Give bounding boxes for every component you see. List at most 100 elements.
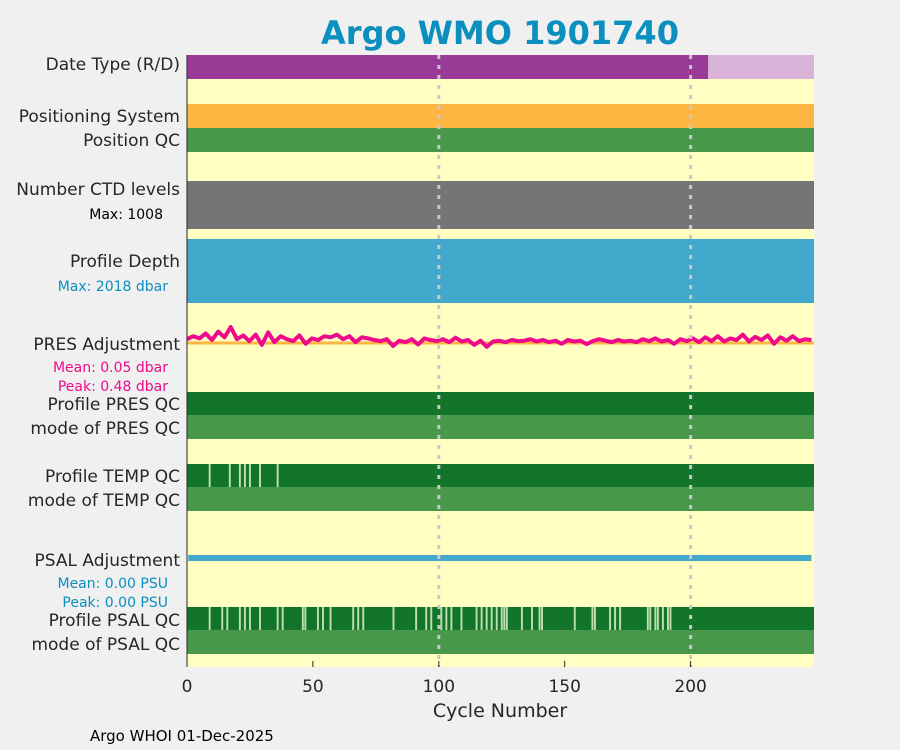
psal-qc-flag	[495, 607, 498, 630]
psal-qc-flag	[259, 607, 261, 630]
psal-qc-flag	[243, 607, 246, 630]
psal-qc-flag	[503, 607, 506, 630]
psal-qc-flag	[226, 607, 229, 630]
psal-qc-flag	[531, 607, 533, 630]
date-type-realtime-bar	[187, 55, 709, 79]
psal-qc-flag	[316, 607, 319, 630]
pres-qc-bar	[187, 392, 814, 415]
psal-qc-flag	[661, 607, 664, 630]
psal-qc-flag	[208, 607, 211, 630]
psal-qc-flag	[322, 607, 324, 630]
psal-qc-flag	[538, 607, 541, 630]
psal-qc-flag	[614, 607, 617, 630]
label-temp-mode: mode of TEMP QC	[28, 491, 180, 511]
ctd-levels-bar	[187, 181, 814, 229]
psal-peak-text: Peak: 0.00 PSU	[62, 595, 168, 611]
label-temp-qc: Profile TEMP QC	[45, 467, 180, 487]
psal-qc-flag	[490, 607, 493, 630]
label-pres-adjustment: PRES Adjustment	[33, 335, 180, 355]
x-tick-label: 200	[674, 677, 706, 697]
psal-mean-text: Mean: 0.00 PSU	[57, 576, 168, 592]
psal-qc-flag	[445, 607, 448, 630]
psal-qc-flag	[248, 607, 251, 630]
psal-qc-bar	[187, 607, 814, 630]
psal-qc-flag	[654, 607, 657, 630]
psal-qc-flag	[520, 607, 523, 630]
profile-depth-bar	[187, 239, 814, 303]
psal-qc-flag	[573, 607, 576, 630]
psal-qc-flag	[475, 607, 478, 630]
date-type-delayed-bar	[708, 55, 814, 79]
footer-text: Argo WHOI 01-Dec-2025	[90, 727, 274, 745]
label-psal-qc: Profile PSAL QC	[49, 611, 180, 631]
positioning-system-bar	[187, 104, 814, 128]
psal-qc-flag	[430, 607, 433, 630]
depth-max-text: Max: 2018 dbar	[58, 279, 169, 295]
psal-qc-flag	[357, 607, 360, 630]
psal-qc-flag	[485, 607, 488, 630]
psal-qc-flag	[656, 607, 659, 630]
psal-qc-flag	[541, 607, 544, 630]
chart-title: Argo WMO 1901740	[321, 14, 679, 52]
temp-qc-flag	[248, 464, 251, 487]
label-ctd-levels: Number CTD levels	[16, 180, 180, 200]
label-pres-qc: Profile PRES QC	[47, 395, 180, 415]
temp-qc-flag	[259, 464, 261, 487]
psal-qc-flag	[304, 607, 307, 630]
psal-qc-flag	[221, 607, 224, 630]
x-tick-label: 150	[548, 677, 580, 697]
psal-qc-flag	[301, 607, 304, 630]
psal-qc-flag	[329, 607, 332, 630]
position-qc-bar	[187, 128, 814, 152]
pres-mode-bar	[187, 415, 814, 439]
x-tick-label: 100	[423, 677, 455, 697]
psal-mode-bar	[187, 630, 814, 654]
temp-qc-flag	[238, 464, 241, 487]
psal-qc-flag	[619, 607, 622, 630]
x-tick-label: 0	[182, 677, 193, 697]
psal-qc-flag	[281, 607, 284, 630]
pres-adjustment-line	[186, 325, 812, 349]
psal-qc-flag	[593, 607, 596, 630]
temp-qc-flag	[208, 464, 211, 487]
ctd-max-text: Max: 1008	[89, 207, 163, 223]
psal-qc-flag	[460, 607, 463, 630]
psal-qc-flag	[392, 607, 395, 630]
psal-qc-flag	[591, 607, 594, 630]
psal-qc-flag	[352, 607, 355, 630]
psal-adjustment-line	[188, 555, 812, 561]
plot-background	[187, 55, 814, 667]
psal-qc-flag	[238, 607, 241, 630]
psal-qc-flag	[362, 607, 365, 630]
label-date-type: Date Type (R/D)	[46, 55, 180, 75]
temp-qc-bar	[187, 464, 814, 487]
psal-qc-flag	[276, 607, 279, 630]
psal-qc-flag	[649, 607, 652, 630]
psal-qc-flag	[415, 607, 418, 630]
psal-qc-flag	[505, 607, 508, 630]
x-axis-label: Cycle Number	[433, 700, 567, 722]
psal-qc-flag	[440, 607, 443, 630]
temp-mode-bar	[187, 487, 814, 511]
label-pres-mode: mode of PRES QC	[30, 419, 180, 439]
psal-qc-flag	[609, 607, 611, 630]
label-psal-adjustment: PSAL Adjustment	[35, 551, 181, 571]
pres-mean-text: Mean: 0.05 dbar	[53, 360, 168, 376]
label-psal-mode: mode of PSAL QC	[31, 635, 180, 655]
temp-qc-flag	[276, 464, 279, 487]
temp-qc-flag	[243, 464, 246, 487]
psal-qc-flag	[646, 607, 649, 630]
label-position-qc: Position QC	[83, 131, 180, 151]
label-positioning: Positioning System	[19, 107, 180, 127]
temp-qc-flag	[228, 464, 231, 487]
psal-qc-flag	[480, 607, 483, 630]
psal-qc-flag	[669, 607, 672, 630]
psal-qc-flag	[666, 607, 669, 630]
pres-peak-text: Peak: 0.48 dbar	[58, 379, 168, 395]
label-profile-depth: Profile Depth	[70, 252, 180, 272]
psal-qc-flag	[450, 607, 453, 630]
psal-qc-flag	[500, 607, 503, 630]
psal-qc-flag	[425, 607, 428, 630]
x-tick-label: 50	[302, 677, 324, 697]
